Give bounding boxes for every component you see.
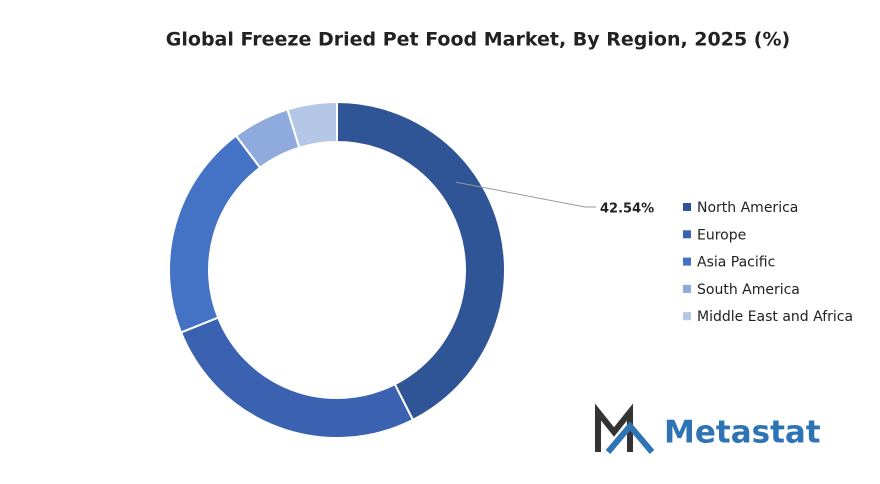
legend-swatch (683, 257, 691, 266)
logo-text: Metastat (664, 415, 821, 451)
legend-swatch (683, 203, 691, 211)
logo: Metastat (595, 403, 821, 454)
legend-label: Europe (697, 227, 746, 243)
chart-title: Global Freeze Dried Pet Food Market, By … (166, 29, 790, 51)
legend-label: North America (697, 200, 798, 216)
donut-segment (336, 100, 506, 422)
legend-swatch (683, 312, 691, 321)
donut-segment (179, 316, 415, 439)
legend-label: Asia Pacific (697, 255, 775, 271)
donut-segment (168, 134, 262, 334)
data-label: 42.54% (600, 202, 654, 217)
leader-line (456, 181, 596, 208)
legend-swatch (683, 230, 691, 239)
legend-label: Middle East and Africa (697, 309, 853, 325)
legend-label: South America (697, 282, 800, 298)
donut-segment (286, 100, 338, 149)
logo-icon-accent (605, 421, 655, 454)
legend-swatch (683, 284, 691, 293)
